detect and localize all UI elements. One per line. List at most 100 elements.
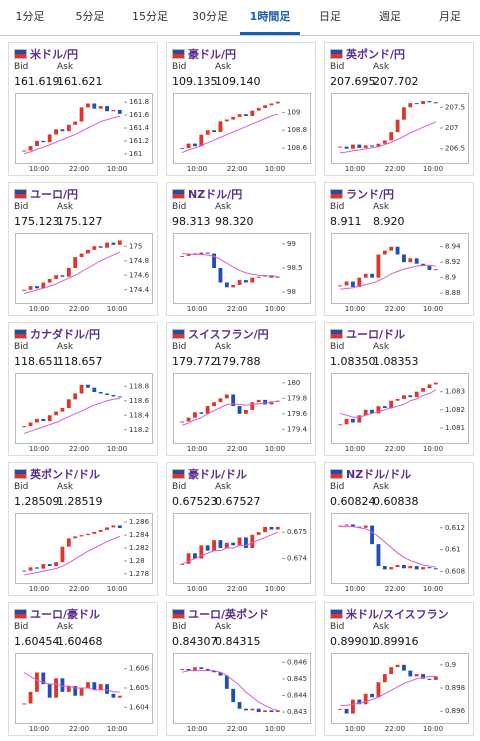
x-tick-label: 22:00 (227, 725, 247, 733)
candle (47, 564, 52, 567)
candle (22, 426, 27, 428)
candle (338, 708, 343, 710)
y-tick-label: 161.4 (129, 124, 150, 132)
x-tick-label: 10:00 (345, 445, 365, 453)
currency-card[interactable]: 英ポンド/円 Bid Ask 207.695 207.702 206.5 207 207.5 1… (324, 42, 474, 176)
flag-icon (172, 329, 185, 339)
candle (351, 524, 355, 527)
currency-card[interactable]: ユーロ/英ポンド Bid Ask 0.84307 0.84315 0.843 0.844 0.… (166, 602, 316, 736)
candle (351, 144, 355, 149)
candle (263, 526, 267, 533)
candle (212, 402, 216, 407)
candle (363, 145, 368, 148)
tab[interactable]: 月足 (439, 10, 461, 23)
tab[interactable]: 1時間足 (240, 0, 300, 35)
candle (199, 134, 204, 147)
currency-card[interactable]: ランド/円 Bid Ask 8.911 8.920 8.88 8.9 8.92 8.94 10:0… (324, 182, 474, 316)
x-tick-label: 10:00 (423, 585, 443, 593)
currency-card[interactable]: 米ドル/円 Bid Ask 161.619 161.621 161 161.2 161.4 16… (8, 42, 158, 176)
currency-card[interactable]: スイスフラン/円 Bid Ask 179.772 179.788 179.4 179.6 17… (166, 322, 316, 456)
candle (92, 103, 97, 109)
currency-card[interactable]: NZドル/ドル Bid Ask 0.60824 0.60838 0.608 0.61 0.61… (324, 462, 474, 596)
candle (275, 400, 280, 402)
candle (237, 702, 242, 709)
pair-title: ユーロ/英ポンド (188, 608, 270, 621)
candle (111, 394, 116, 397)
candle (218, 540, 223, 548)
candle (180, 255, 185, 257)
candle (402, 107, 406, 120)
y-tick-label: 0.608 (445, 568, 465, 576)
candle (73, 686, 78, 696)
candle (60, 129, 65, 132)
x-tick-label: 10:00 (423, 305, 443, 313)
y-tick-label: 8.92 (445, 258, 461, 266)
y-tick-label: 1.605 (129, 684, 149, 692)
candle (357, 144, 362, 148)
tab[interactable]: 1分足 (15, 10, 45, 23)
candle (408, 670, 413, 677)
mini-chart: 1.081 1.082 1.083 10:00 22:00 10:00 (331, 373, 469, 453)
ask-value: 1.60468 (57, 635, 103, 648)
mini-chart: 0.608 0.61 0.612 10:00 22:00 10:00 (331, 513, 469, 593)
y-tick-label: 0.844 (287, 691, 308, 699)
y-tick-label: 98.5 (287, 264, 303, 272)
mini-chart: 8.88 8.9 8.92 8.94 10:00 22:00 10:00 (331, 233, 469, 313)
candle (35, 286, 39, 289)
x-tick-label: 10:00 (423, 445, 443, 453)
candle (250, 277, 255, 283)
currency-card[interactable]: NZドル/円 Bid Ask 98.313 98.320 98 98.5 99 10:00 22:… (166, 182, 316, 316)
candle (224, 542, 229, 548)
pair-title: ランド/円 (346, 188, 395, 201)
flag-icon (14, 329, 27, 339)
tab[interactable]: 日足 (319, 10, 341, 23)
tab[interactable]: 30分足 (192, 10, 228, 23)
y-tick-label: 0.674 (287, 555, 308, 563)
candle (212, 130, 216, 133)
currency-card[interactable]: 豪ドル/円 Bid Ask 109.135 109.140 108.6 108.8 109 10… (166, 42, 316, 176)
candle (47, 415, 52, 422)
currency-card[interactable]: カナダドル/円 Bid Ask 118.651 118.657 118.2 118.4 118… (8, 322, 158, 456)
y-tick-label: 8.94 (445, 243, 461, 251)
candle (376, 682, 381, 698)
candle (338, 146, 343, 148)
x-tick-label: 22:00 (69, 445, 89, 453)
candle (92, 531, 97, 534)
candle (105, 393, 109, 395)
candle (199, 545, 204, 559)
currency-card[interactable]: 英ポンド/ドル Bid Ask 1.28509 1.28519 1.278 1.28 1.28… (8, 462, 158, 596)
candle (244, 114, 248, 116)
currency-card[interactable]: ユーロ/円 Bid Ask 175.123 175.127 174.4 174.6 174.8… (8, 182, 158, 316)
tab[interactable]: 5分足 (75, 10, 105, 23)
candle (433, 269, 438, 271)
candle (35, 567, 39, 569)
y-tick-label: 179.6 (287, 410, 308, 418)
x-tick-label: 10:00 (345, 165, 365, 173)
currency-card[interactable]: ユーロ/豪ドル Bid Ask 1.60454 1.60468 1.604 1.605 1.6… (8, 602, 158, 736)
currency-card[interactable]: 米ドル/スイスフラン Bid Ask 0.89901 0.89916 0.896 0.898… (324, 602, 474, 736)
y-tick-label: 0.845 (287, 675, 307, 683)
candle (427, 567, 432, 569)
y-tick-label: 1.278 (129, 570, 149, 578)
candle (86, 384, 90, 388)
flag-icon (172, 469, 185, 479)
candle (180, 668, 185, 670)
currency-card[interactable]: 豪ドル/ドル Bid Ask 0.67523 0.67527 0.674 0.675 10:0… (166, 462, 316, 596)
tab[interactable]: 15分足 (132, 10, 168, 23)
candle (376, 406, 381, 414)
candle (54, 129, 58, 135)
ask-label: Ask (57, 622, 74, 632)
candle (408, 566, 413, 569)
moving-average (182, 253, 278, 277)
chart-frame (173, 513, 311, 584)
candle (73, 257, 78, 268)
bid-value: 1.60454 (14, 635, 60, 648)
candle (363, 273, 368, 278)
candle (370, 409, 374, 414)
tab[interactable]: 週足 (379, 10, 401, 23)
currency-card[interactable]: ユーロ/ドル Bid Ask 1.08350 1.08353 1.081 1.082 1.08… (324, 322, 474, 456)
y-tick-label: 0.843 (287, 708, 307, 716)
y-tick-label: 8.88 (445, 289, 461, 297)
candle (180, 148, 185, 150)
candle (105, 106, 109, 112)
